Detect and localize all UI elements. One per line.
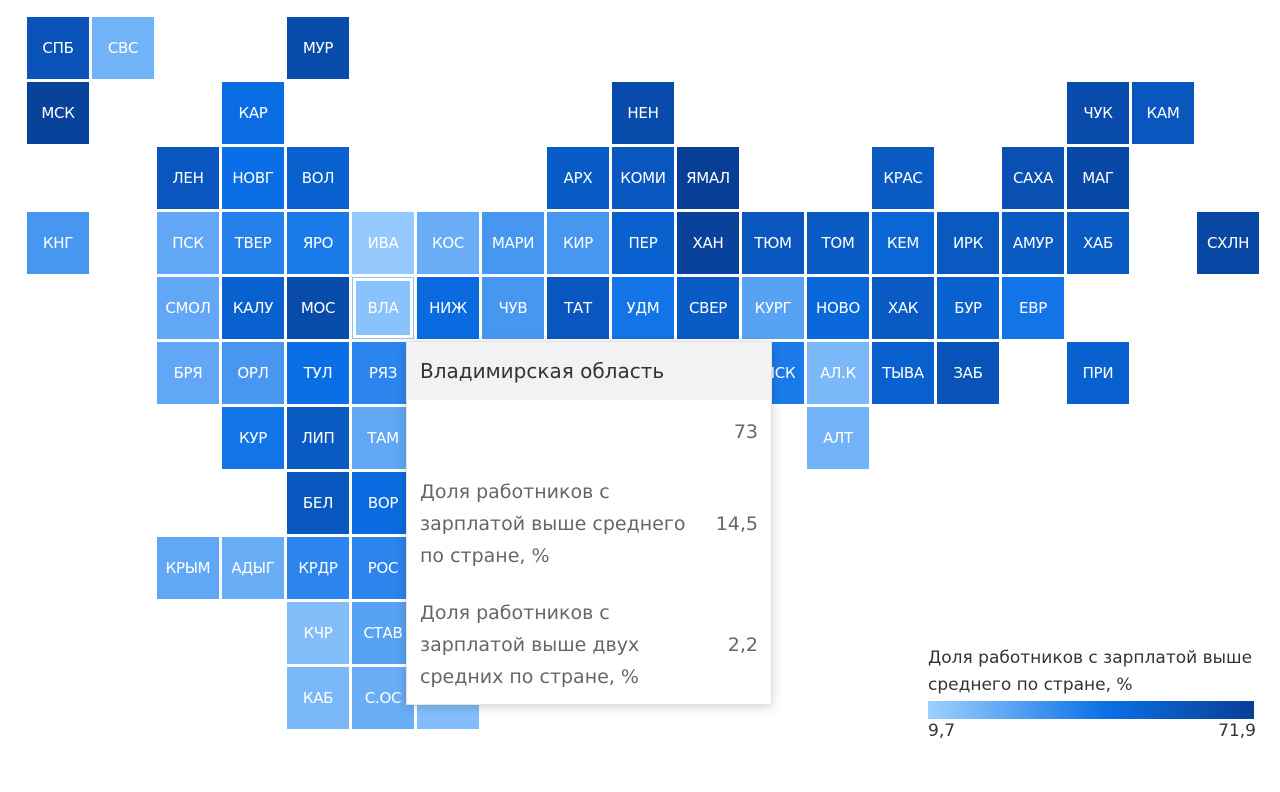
region-tile[interactable]: МОС [287,277,349,339]
region-tile[interactable]: АМУР [1002,212,1064,274]
region-tile[interactable]: АДЫГ [222,537,284,599]
region-tile[interactable]: ХАК [872,277,934,339]
region-tile[interactable]: КРДР [287,537,349,599]
region-tile[interactable]: СТАВ [352,602,414,664]
region-tile[interactable]: СВЕР [677,277,739,339]
region-tile[interactable]: НОВО [807,277,869,339]
region-tile[interactable]: КАМ [1132,82,1194,144]
region-tile[interactable]: РЯЗ [352,342,414,404]
region-tile[interactable]: ПСК [157,212,219,274]
tooltip-row-rank: 73 [420,416,758,448]
tooltip-label: Доля работников с зарплатой выше двух ср… [420,602,640,688]
legend-title: Доля работников с зарплатой выше среднег… [928,648,1253,695]
region-tile[interactable]: БУР [937,277,999,339]
region-tile[interactable]: ИВА [352,212,414,274]
region-tile[interactable]: КУР [222,407,284,469]
region-tile[interactable]: НЕН [612,82,674,144]
region-tile[interactable]: ХАН [677,212,739,274]
region-tile[interactable]: АЛТ [807,407,869,469]
region-tile[interactable]: КРЫМ [157,537,219,599]
region-tile[interactable]: ТАТ [547,277,609,339]
region-tile[interactable]: КАЛУ [222,277,284,339]
region-tile[interactable]: КИР [547,212,609,274]
region-tile[interactable]: ХАБ [1067,212,1129,274]
region-tile[interactable]: ТЫВА [872,342,934,404]
region-tile[interactable]: ЗАБ [937,342,999,404]
region-tile[interactable]: НИЖ [417,277,479,339]
legend-min-label: 9,7 [928,721,956,741]
region-tile[interactable]: МУР [287,17,349,79]
region-tile[interactable]: ТОМ [807,212,869,274]
region-tile[interactable]: БЕЛ [287,472,349,534]
tooltip-row-share-above-average: Доля работников с зарплатой выше среднег… [420,476,758,572]
region-tile[interactable]: СХЛН [1197,212,1259,274]
region-tile[interactable]: ЛИП [287,407,349,469]
region-tile[interactable]: КЕМ [872,212,934,274]
region-tile[interactable]: КРАС [872,147,934,209]
region-tile[interactable]: ЕВР [1002,277,1064,339]
tooltip-value: 73 [733,421,758,443]
region-tile[interactable]: ПЕР [612,212,674,274]
region-tile[interactable]: СПБ [27,17,89,79]
region-tile[interactable]: КАР [222,82,284,144]
region-tile[interactable]: ОРЛ [222,342,284,404]
region-tile[interactable]: АЛ.К [807,342,869,404]
region-tile[interactable]: АРХ [547,147,609,209]
region-tile[interactable]: ЧУВ [482,277,544,339]
region-tooltip: Владимирская область 73 Доля работников … [406,341,772,705]
region-tile[interactable]: СМОЛ [157,277,219,339]
region-tile[interactable]: РОС [352,537,414,599]
region-tile[interactable]: САХА [1002,147,1064,209]
region-tile[interactable]: ВЛА [352,277,414,339]
tooltip-title: Владимирская область [407,342,771,400]
region-tile[interactable]: КНГ [27,212,89,274]
region-tile[interactable]: ТУЛ [287,342,349,404]
color-legend: Доля работников с зарплатой выше среднег… [928,645,1256,741]
region-tile[interactable]: КОМИ [612,147,674,209]
region-tile[interactable]: ЧУК [1067,82,1129,144]
region-tile[interactable]: ПРИ [1067,342,1129,404]
region-tile[interactable]: ТАМ [352,407,414,469]
legend-ticks: 9,7 71,9 [928,721,1256,741]
region-tile[interactable]: ВОР [352,472,414,534]
region-tile[interactable]: ЯМАЛ [677,147,739,209]
region-tile[interactable]: УДМ [612,277,674,339]
region-tile[interactable]: ЯРО [287,212,349,274]
region-tile[interactable]: МАГ [1067,147,1129,209]
region-tile[interactable]: ТВЕР [222,212,284,274]
region-tile[interactable]: КЧР [287,602,349,664]
legend-gradient-bar [928,701,1254,719]
region-tile[interactable]: ТЮМ [742,212,804,274]
region-tile[interactable]: МАРИ [482,212,544,274]
region-tile[interactable]: КАБ [287,667,349,729]
region-tile[interactable]: ИРК [937,212,999,274]
region-tile[interactable]: С.ОС [352,667,414,729]
region-tile[interactable]: СВС [92,17,154,79]
region-tile[interactable]: МСК [27,82,89,144]
legend-max-label: 71,9 [1218,721,1256,741]
tooltip-value: 2,2 [727,634,758,656]
tooltip-label: Доля работников с зарплатой выше среднег… [420,481,686,567]
region-tile[interactable]: КОС [417,212,479,274]
tooltip-value: 14,5 [715,513,758,535]
region-tile[interactable]: КУРГ [742,277,804,339]
region-tile[interactable]: НОВГ [222,147,284,209]
region-tile[interactable]: ЛЕН [157,147,219,209]
region-tile[interactable]: ВОЛ [287,147,349,209]
tooltip-row-share-above-two-averages: Доля работников с зарплатой выше двух ср… [420,597,758,693]
region-tile[interactable]: БРЯ [157,342,219,404]
